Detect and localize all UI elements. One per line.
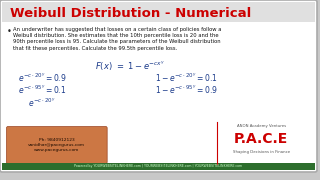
Text: 90th percentile loss is 95. Calculate the parameters of the Weibull distribution: 90th percentile loss is 95. Calculate th…: [13, 39, 220, 44]
Text: $e^{-c \cdot 95^{\gamma}} = 0.1$: $e^{-c \cdot 95^{\gamma}} = 0.1$: [18, 84, 67, 96]
Text: $= \; 1 - e^{-cx^{\gamma}}$: $= \; 1 - e^{-cx^{\gamma}}$: [115, 60, 165, 72]
Text: P.A.C.E: P.A.C.E: [234, 132, 288, 146]
Text: •: •: [7, 27, 12, 36]
Bar: [2, 163, 315, 170]
Text: Weibull distribution. She estimates that the 10th percentile loss is 20 and the: Weibull distribution. She estimates that…: [13, 33, 219, 38]
Text: ANON Academy Ventures: ANON Academy Ventures: [236, 124, 286, 128]
Text: that fit these percentiles. Calculate the 99.5th percentile loss.: that fit these percentiles. Calculate th…: [13, 46, 177, 51]
Text: $e^{-c \cdot 20^{\gamma}}$: $e^{-c \cdot 20^{\gamma}}$: [28, 97, 55, 109]
Text: $F(x)$: $F(x)$: [95, 60, 112, 72]
Text: Weibull Distribution - Numerical: Weibull Distribution - Numerical: [10, 6, 251, 19]
Bar: [2, 2, 315, 22]
Text: Powered by YOURWEBSITELINKHERE.com | YOURWEBSITELINKHERE.com | YOURWEBSITELINKHE: Powered by YOURWEBSITELINKHERE.com | YOU…: [75, 165, 243, 168]
Text: $e^{-c \cdot 20^{\gamma}} = 0.9$: $e^{-c \cdot 20^{\gamma}} = 0.9$: [18, 72, 67, 84]
Text: $1 - e^{-c \cdot 20^{\gamma}} = 0.1$: $1 - e^{-c \cdot 20^{\gamma}} = 0.1$: [155, 72, 217, 84]
Text: An underwriter has suggested that losses on a certain class of policies follow a: An underwriter has suggested that losses…: [13, 27, 221, 32]
FancyBboxPatch shape: [6, 127, 107, 163]
Text: Ph: 9840912123
vanidhar@pacegurus.com
www.pacegurus.com: Ph: 9840912123 vanidhar@pacegurus.com ww…: [28, 138, 85, 152]
Text: Shaping Decisions in Finance: Shaping Decisions in Finance: [233, 150, 290, 154]
Text: $1 - e^{-c \cdot 95^{\gamma}} = 0.9$: $1 - e^{-c \cdot 95^{\gamma}} = 0.9$: [155, 84, 218, 96]
FancyBboxPatch shape: [0, 0, 317, 172]
